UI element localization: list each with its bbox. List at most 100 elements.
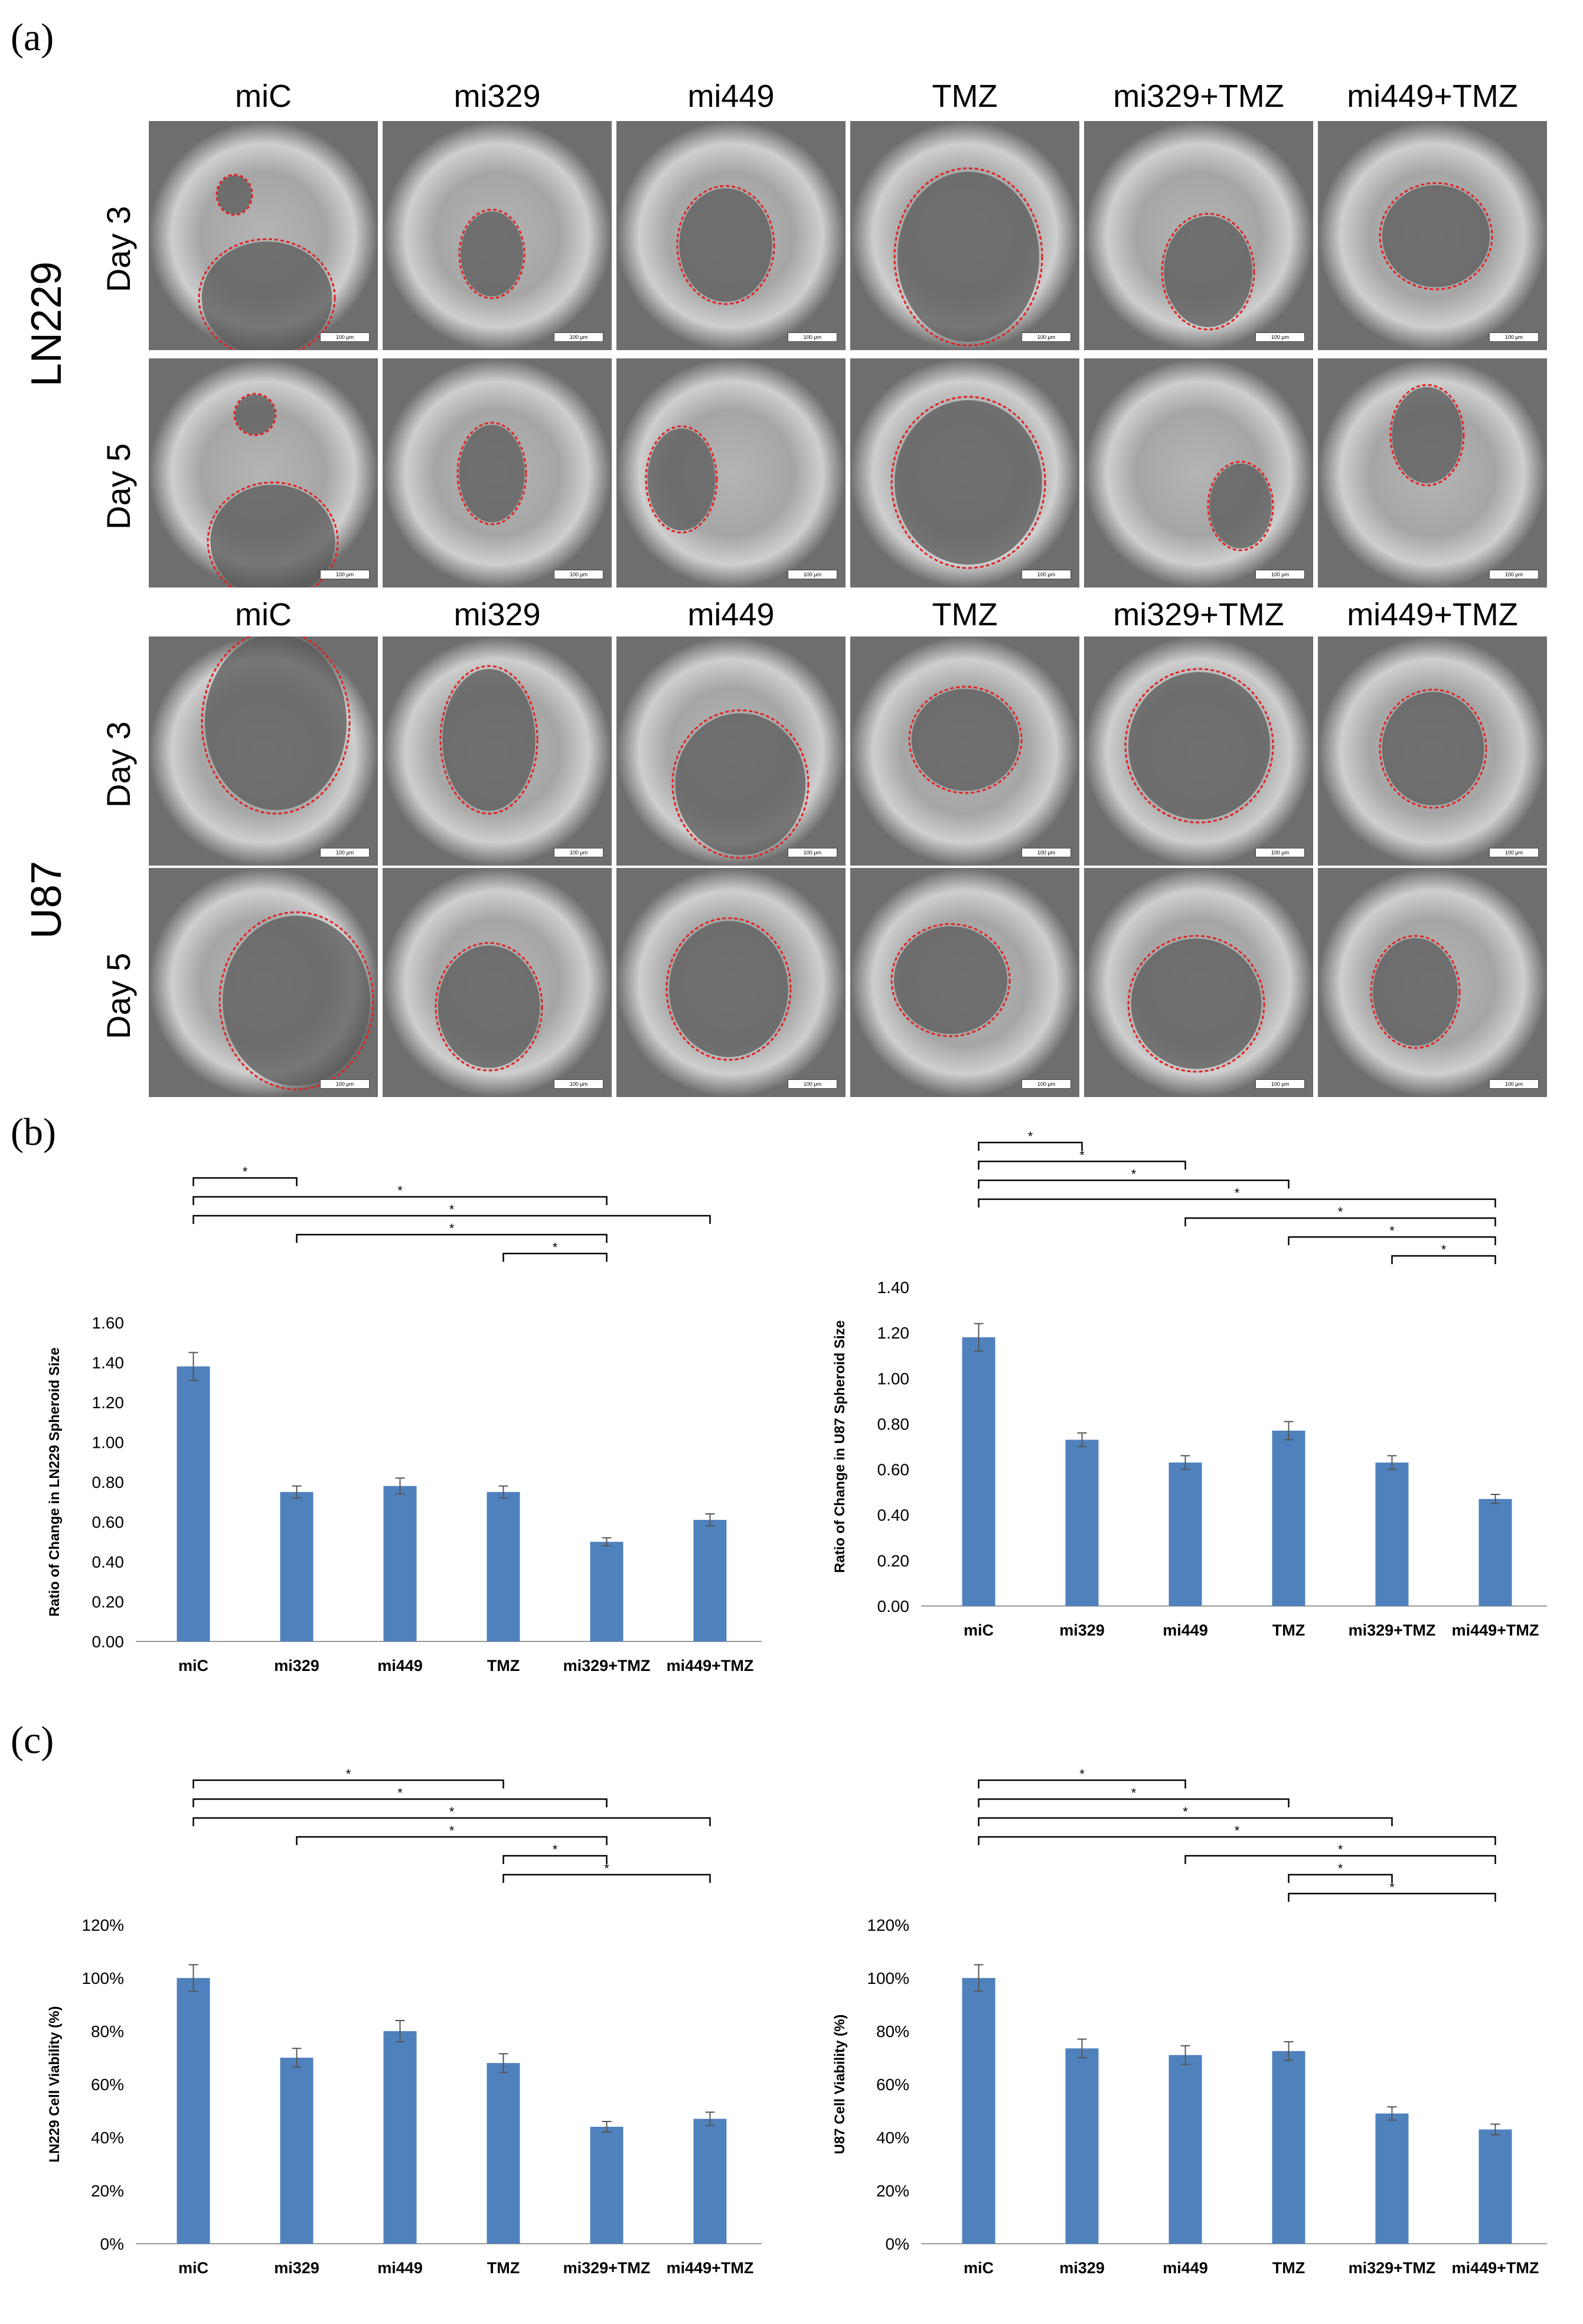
bar — [962, 1978, 996, 2244]
significance-bracket — [192, 1779, 504, 1788]
panel-label-c: (c) — [11, 1719, 54, 1762]
y-tick-label: 0.00 — [877, 1597, 910, 1615]
significance-bracket — [1288, 1892, 1496, 1902]
y-tick-label: 100% — [867, 1969, 909, 1987]
significance-mark: * — [1028, 1129, 1033, 1144]
spheroid-image: 100 μm — [383, 637, 612, 866]
bar — [1375, 1463, 1409, 1606]
spheroid-image: 100 μm — [383, 868, 612, 1097]
spheroid-image: 100 μm — [383, 358, 612, 587]
significance-mark: * — [1131, 1167, 1137, 1181]
significance-bracket — [978, 1817, 1393, 1826]
chart-u87-viability: 0% 20% 40% 60% 80% 100% 120% U87 Cell Viability… — [809, 1760, 1559, 2294]
bar-chart: 0% 20% 40% 60% 80% 100% 120% U87 Cell Viability… — [832, 1767, 1547, 2277]
significance-mark: * — [449, 1804, 455, 1819]
scale-bar: 100 μm — [554, 1079, 603, 1089]
panel-label-a: (a) — [11, 16, 54, 59]
spheroid-image: 100 μm — [616, 868, 846, 1097]
column-label: mi449 — [687, 597, 775, 632]
spheroid-image: 100 μm — [850, 637, 1079, 866]
y-tick-label: 1.60 — [92, 1314, 125, 1332]
bar — [280, 1491, 314, 1641]
chart-ln229-viability: 0% 20% 40% 60% 80% 100% 120% LN229 Cell Viabili… — [24, 1760, 773, 2294]
bar — [1065, 1440, 1099, 1606]
scale-bar: 100 μm — [320, 1079, 370, 1089]
y-tick-label: 1.00 — [92, 1434, 125, 1452]
spheroid-image: 100 μm — [149, 358, 378, 587]
bar — [280, 2058, 314, 2244]
significance-mark: * — [1235, 1186, 1240, 1200]
y-tick-label: 100% — [81, 1969, 124, 1987]
significance-mark: * — [449, 1202, 455, 1217]
significance-bracket — [978, 1798, 1290, 1807]
y-axis-label: Ratio of Change in U87 Spheroid Size — [832, 1320, 848, 1573]
significance-mark: * — [553, 1240, 558, 1255]
y-tick-label: 1.20 — [877, 1324, 910, 1342]
scale-bar: 100 μm — [788, 570, 837, 579]
bar — [1169, 1463, 1202, 1606]
spheroid-image: 100 μm — [1318, 868, 1547, 1097]
x-tick-label: mi329 — [274, 2259, 319, 2277]
y-tick-label: 0.00 — [92, 1633, 125, 1651]
y-tick-label: 0.40 — [92, 1553, 125, 1571]
y-tick-label: 60% — [876, 2075, 909, 2094]
significance-bracket — [502, 1252, 608, 1262]
significance-bracket — [192, 1177, 298, 1186]
x-tick-label: mi329+TMZ — [563, 1657, 651, 1675]
x-tick-label: mi449 — [1163, 1621, 1208, 1639]
bar — [962, 1337, 996, 1606]
significance-mark: * — [243, 1164, 248, 1179]
significance-bracket — [502, 1873, 711, 1883]
bar-chart: 0% 20% 40% 60% 80% 100% 120% LN229 Cell Viabili… — [47, 1767, 762, 2277]
x-tick-label: TMZ — [487, 1657, 520, 1675]
significance-mark: * — [397, 1786, 403, 1800]
y-tick-label: 1.20 — [92, 1393, 125, 1412]
significance-bracket — [192, 1798, 608, 1807]
scale-bar: 100 μm — [1021, 1079, 1071, 1089]
bar — [1272, 2051, 1305, 2244]
x-tick-label: mi449+TMZ — [1452, 1621, 1539, 1639]
scale-bar: 100 μm — [1021, 570, 1071, 579]
cell-line-label: LN229 — [23, 261, 70, 387]
bar — [1272, 1431, 1305, 1606]
y-tick-label: 0.40 — [877, 1506, 910, 1525]
significance-bracket — [1288, 1873, 1393, 1883]
bar — [1478, 2129, 1512, 2244]
spheroid-image: 100 μm — [149, 868, 378, 1097]
spheroid-image: 100 μm — [1084, 868, 1313, 1097]
y-tick-label: 0.80 — [92, 1473, 125, 1491]
y-tick-label: 120% — [867, 1916, 909, 1934]
x-tick-label: TMZ — [1272, 2259, 1305, 2277]
chart-ln229-spheroid: 0.00 0.20 0.40 0.60 0.80 1.00 1.20 1.40 1.60 Rati… — [24, 1157, 773, 1692]
y-tick-label: 40% — [91, 2129, 124, 2147]
significance-mark: * — [1338, 1861, 1343, 1876]
significance-bracket — [978, 1141, 1083, 1151]
spheroid-image: 100 μm — [149, 121, 378, 350]
significance-bracket — [978, 1179, 1290, 1189]
spheroid-image: 100 μm — [149, 637, 378, 866]
bar — [1375, 2113, 1409, 2244]
scale-bar: 100 μm — [1489, 570, 1539, 579]
x-tick-label: miC — [178, 1657, 208, 1675]
y-tick-label: 40% — [876, 2129, 909, 2147]
y-tick-label: 0.80 — [877, 1415, 910, 1433]
significance-mark: * — [1235, 1823, 1240, 1838]
column-label: TMZ — [932, 79, 998, 114]
bar — [383, 1486, 417, 1641]
bar — [693, 2119, 727, 2244]
bar — [487, 1491, 520, 1641]
scale-bar: 100 μm — [320, 848, 370, 857]
column-label: mi329 — [453, 597, 541, 632]
y-tick-label: 80% — [91, 2022, 124, 2041]
column-label: TMZ — [932, 597, 998, 632]
bar — [1478, 1499, 1512, 1606]
spheroid-image: 100 μm — [1318, 637, 1547, 866]
spheroid-image: 100 μm — [1084, 637, 1313, 866]
bar — [177, 1366, 210, 1641]
bar — [1169, 2055, 1202, 2244]
x-tick-label: miC — [964, 2259, 994, 2277]
spheroid-image: 100 μm — [616, 637, 846, 866]
bar — [1065, 2048, 1099, 2244]
day-label: Day 5 — [100, 952, 137, 1039]
y-axis-label: LN229 Cell Viability (%) — [47, 2006, 63, 2163]
